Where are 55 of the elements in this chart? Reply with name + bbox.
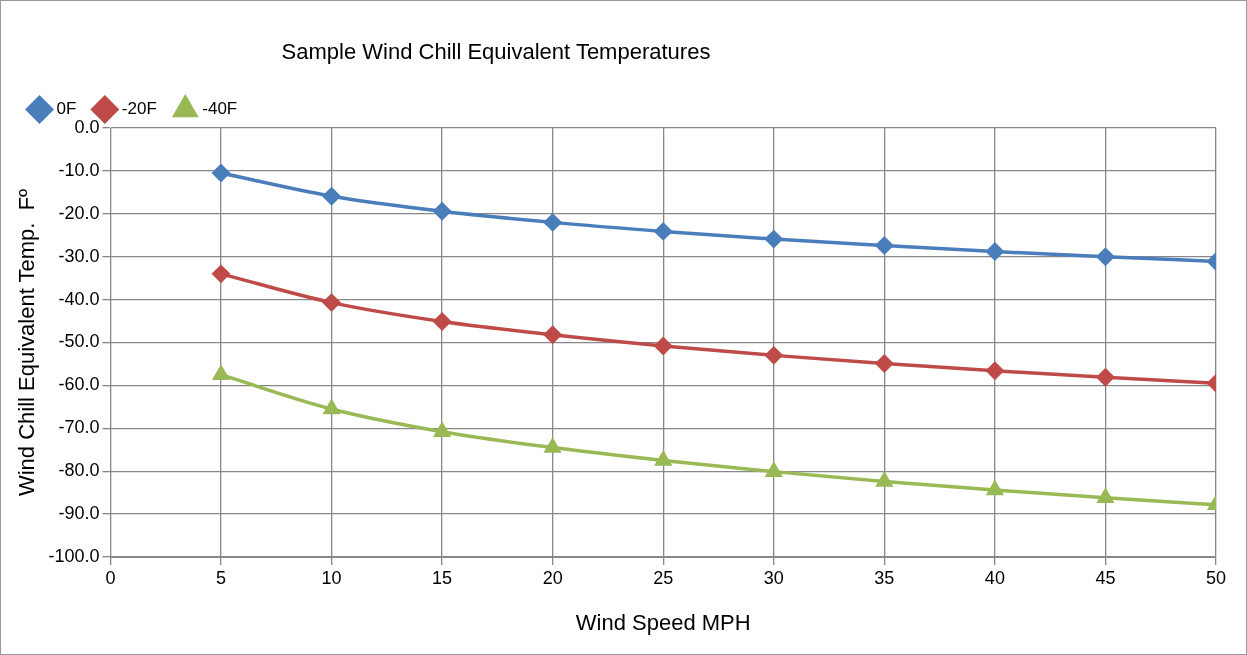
point xyxy=(876,472,893,487)
legend-label: -20F xyxy=(121,99,157,119)
y-tick-label: -40.0 xyxy=(58,288,100,309)
y-tick-label: -20.0 xyxy=(58,202,100,223)
point xyxy=(322,293,341,312)
point xyxy=(323,400,340,415)
x-axis-title: Wind Speed MPH xyxy=(575,609,751,635)
x-tick-label: 25 xyxy=(653,567,674,588)
point xyxy=(433,202,451,220)
y-axis-title: Wind Chill Equivalent Temp. Fº xyxy=(14,188,40,497)
chart-title: Sample Wind Chill Equivalent Temperatures xyxy=(280,39,712,65)
point xyxy=(543,326,562,344)
point xyxy=(987,481,1003,496)
point xyxy=(213,365,229,380)
x-tick-label: 50 xyxy=(1205,567,1227,588)
y-tick-label: -80.0 xyxy=(58,460,100,481)
x-tick-label: 30 xyxy=(763,567,784,588)
point xyxy=(433,312,451,331)
point xyxy=(1096,247,1115,266)
point xyxy=(875,354,894,373)
point xyxy=(655,451,672,466)
y-tick-label: -60.0 xyxy=(58,374,100,395)
x-tick-label: 20 xyxy=(542,567,563,588)
legend-label: 0F xyxy=(56,99,77,119)
point xyxy=(654,337,672,355)
point xyxy=(212,265,230,283)
y-tick-label: -30.0 xyxy=(58,245,100,266)
x-tick-label: 5 xyxy=(215,567,226,588)
point xyxy=(986,362,1004,380)
x-tick-label: 0 xyxy=(105,567,116,588)
point xyxy=(322,187,341,205)
y-tick-label: -100.0 xyxy=(48,545,100,566)
point xyxy=(212,164,230,182)
point xyxy=(654,222,672,241)
x-tick-label: 15 xyxy=(432,567,453,588)
point xyxy=(543,213,562,232)
point xyxy=(765,230,783,248)
point xyxy=(986,242,1004,261)
point xyxy=(875,236,894,255)
point xyxy=(1097,489,1114,504)
x-tick-label: 35 xyxy=(874,567,895,588)
x-tick-label: 45 xyxy=(1095,567,1116,588)
y-tick-label: -70.0 xyxy=(58,417,100,438)
y-tick-label: -50.0 xyxy=(58,331,100,352)
point xyxy=(1096,368,1115,386)
x-tick-label: 10 xyxy=(321,567,342,588)
x-tick-label: 40 xyxy=(984,567,1005,588)
point xyxy=(544,438,561,453)
y-tick-label: -90.0 xyxy=(58,503,100,524)
y-tick-label: 0.0 xyxy=(74,116,100,137)
legend-label: -40F xyxy=(202,99,238,119)
point xyxy=(434,422,450,437)
y-tick-label: -10.0 xyxy=(58,159,100,180)
point xyxy=(765,346,783,365)
point xyxy=(765,462,782,477)
